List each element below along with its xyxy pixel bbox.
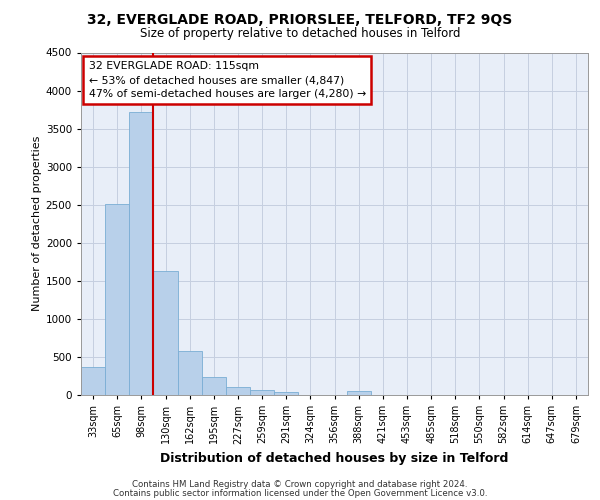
- X-axis label: Distribution of detached houses by size in Telford: Distribution of detached houses by size …: [160, 452, 509, 465]
- Y-axis label: Number of detached properties: Number of detached properties: [32, 136, 41, 312]
- Bar: [178, 351, 202, 395]
- Text: Contains public sector information licensed under the Open Government Licence v3: Contains public sector information licen…: [113, 488, 487, 498]
- Text: Size of property relative to detached houses in Telford: Size of property relative to detached ho…: [140, 28, 460, 40]
- Bar: [226, 387, 250, 395]
- Bar: [274, 392, 298, 395]
- Text: 32, EVERGLADE ROAD, PRIORSLEE, TELFORD, TF2 9QS: 32, EVERGLADE ROAD, PRIORSLEE, TELFORD, …: [88, 12, 512, 26]
- Bar: [347, 391, 371, 395]
- Bar: [81, 367, 105, 395]
- Text: 32 EVERGLADE ROAD: 115sqm
← 53% of detached houses are smaller (4,847)
47% of se: 32 EVERGLADE ROAD: 115sqm ← 53% of detac…: [89, 61, 366, 99]
- Text: Contains HM Land Registry data © Crown copyright and database right 2024.: Contains HM Land Registry data © Crown c…: [132, 480, 468, 489]
- Bar: [250, 390, 274, 395]
- Bar: [202, 378, 226, 395]
- Bar: [105, 204, 129, 395]
- Bar: [129, 112, 154, 395]
- Bar: [154, 271, 178, 395]
